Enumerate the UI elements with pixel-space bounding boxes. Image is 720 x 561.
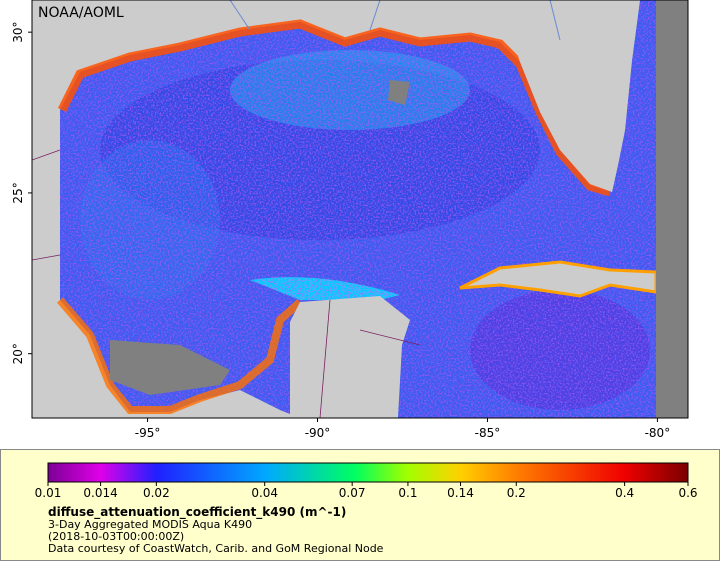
legend-line: Data courtesy of CoastWatch, Carib. and … [48, 542, 384, 555]
no-data [110, 340, 230, 395]
lat-tick-label: 30° [11, 22, 25, 43]
lon-tick-label: -80° [645, 426, 671, 440]
map [32, 0, 688, 418]
colorbar-ticks: 0.01 0.014 0.02 0.04 0.07 0.1 0.14 0.2 0.4 0.6 [35, 482, 698, 500]
colorbar-tick-label: 0.6 [678, 486, 697, 500]
lon-tick-label: -95° [135, 426, 161, 440]
no-data [656, 0, 688, 418]
colorbar-tick-label: 0.1 [398, 486, 417, 500]
colorbar-tick-label: 0.14 [447, 486, 474, 500]
coastal-band [56, 297, 303, 414]
colorbar-tick-label: 0.2 [507, 486, 526, 500]
colorbar-tick-label: 0.01 [35, 486, 62, 500]
lon-tick-label: -90° [305, 426, 331, 440]
lat-tick-label: 25° [11, 182, 25, 203]
legend-title: diffuse_attenuation_coefficient_k490 (m^… [48, 505, 346, 520]
map-frame [31, 0, 689, 419]
legend-line: (2018-10-03T00:00:00Z) [48, 530, 184, 543]
colorbar [47, 462, 689, 483]
lat-tick-label: 20° [11, 343, 25, 364]
florida [500, 0, 640, 192]
colorbar-tick-label: 0.02 [143, 486, 170, 500]
colorbar-tick-label: 0.04 [251, 486, 278, 500]
colorbar-tick-label: 0.4 [615, 486, 634, 500]
axes: 30° 25° 20° -95° -90° -85° -80° [11, 22, 670, 440]
colorbar-tick-label: 0.07 [339, 486, 366, 500]
watermark: NOAA/AOML [38, 5, 124, 21]
lon-tick-label: -85° [475, 426, 501, 440]
no-data [388, 80, 410, 105]
yucatan [290, 296, 410, 418]
ocean-data [60, 0, 656, 418]
coastal-band [57, 19, 612, 197]
colorbar-tick-label: 0.014 [83, 486, 117, 500]
legend-line: 3-Day Aggregated MODIS Aqua K490 [48, 518, 252, 531]
